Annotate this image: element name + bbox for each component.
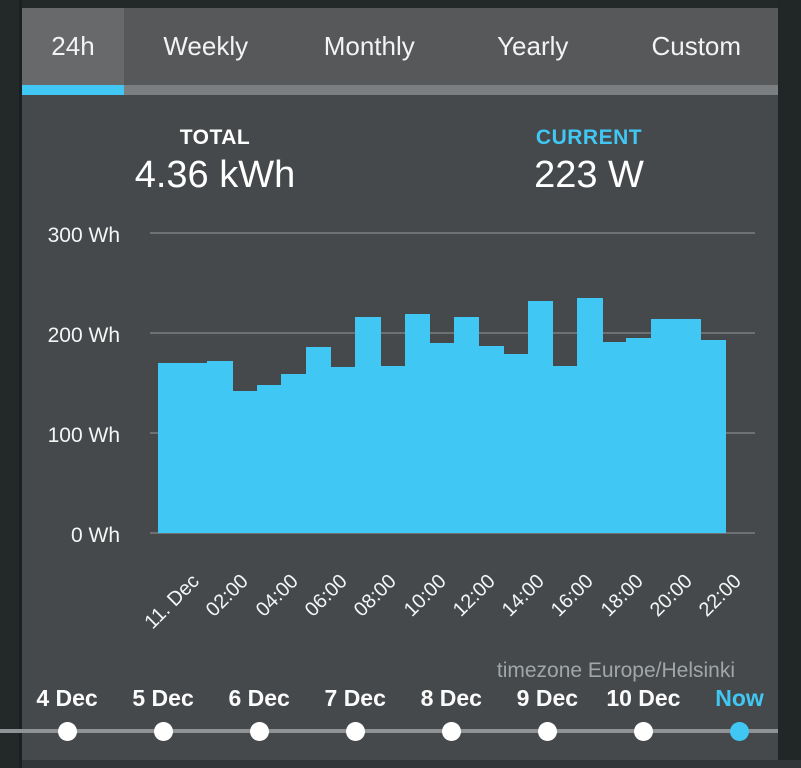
tab-monthly[interactable]: Monthly <box>323 31 415 61</box>
date-item-5-dec[interactable]: 5 Dec <box>132 685 194 711</box>
timeline-track[interactable] <box>0 729 778 733</box>
date-dot-5-dec[interactable] <box>153 722 173 741</box>
chart-bar-0700[interactable] <box>330 367 356 533</box>
bottom-margin <box>22 760 801 768</box>
timezone-note: timezone Europe/Helsinki <box>496 659 735 682</box>
tab-yearly[interactable]: Yearly <box>497 31 569 61</box>
date-item-7-dec[interactable]: 7 Dec <box>324 685 386 711</box>
date-dot-7-dec[interactable] <box>345 722 365 741</box>
date-dot-10-dec[interactable] <box>633 722 653 741</box>
chart-bar-2200[interactable] <box>700 340 726 533</box>
y-axis-label: 100 Wh <box>47 424 120 447</box>
chart-bar-0500[interactable] <box>281 374 307 533</box>
chart-bar-0000[interactable] <box>158 363 184 533</box>
tab-24h[interactable]: 24h <box>22 8 124 85</box>
chart-bar-1700[interactable] <box>577 298 603 533</box>
chart-bar-2100[interactable] <box>675 319 702 533</box>
chart-bar-0200[interactable] <box>207 361 233 533</box>
total-label: TOTAL <box>179 126 251 149</box>
top-margin <box>22 0 778 8</box>
chart-bar-1100[interactable] <box>429 343 455 533</box>
panel-edge-line <box>19 0 22 768</box>
chart-bar-0300[interactable] <box>231 391 258 533</box>
date-item-8-dec[interactable]: 8 Dec <box>420 685 482 711</box>
date-item-10-dec[interactable]: 10 Dec <box>606 685 681 711</box>
chart-bar-1600[interactable] <box>552 366 578 533</box>
gridline-0wh <box>150 532 755 534</box>
gridline-300wh <box>150 232 755 234</box>
date-dot-6-dec[interactable] <box>249 722 269 741</box>
chart-bar-1800[interactable] <box>601 342 628 533</box>
date-item-9-dec[interactable]: 9 Dec <box>516 685 579 711</box>
left-margin <box>0 0 22 768</box>
chart-bar-1400[interactable] <box>503 354 529 533</box>
chart-bar-2000[interactable] <box>651 319 677 533</box>
chart-bar-1200[interactable] <box>453 317 480 533</box>
tab-weekly[interactable]: Weekly <box>163 31 249 61</box>
y-axis-label: 0 Wh <box>70 524 120 547</box>
gridline-200wh <box>150 332 755 334</box>
date-dot-9-dec[interactable] <box>537 722 557 741</box>
date-item-6-dec[interactable]: 6 Dec <box>228 685 290 711</box>
chart-bar-1000[interactable] <box>404 314 430 533</box>
current-label: CURRENT <box>535 126 643 149</box>
tab-indicator-track <box>124 85 778 95</box>
date-dot-4-dec[interactable] <box>57 722 77 741</box>
chart-bar-1900[interactable] <box>626 338 652 533</box>
chart-bar-0900[interactable] <box>379 366 406 533</box>
chart-bar-0100[interactable] <box>182 363 209 533</box>
period-tab-bar: 24h Weekly Monthly Yearly Custom <box>22 8 778 85</box>
tab-custom[interactable]: Custom <box>651 31 742 61</box>
date-item-4-dec[interactable]: 4 Dec <box>36 685 98 711</box>
chart-bar-1300[interactable] <box>478 346 504 533</box>
chart-bar-0400[interactable] <box>256 385 283 533</box>
chart-bar-1500[interactable] <box>527 301 554 533</box>
y-axis-label: 200 Wh <box>47 324 120 347</box>
chart-bar-0600[interactable] <box>305 347 332 533</box>
active-tab-indicator <box>22 85 124 95</box>
date-item-now[interactable]: Now <box>715 685 764 711</box>
date-dot-8-dec[interactable] <box>441 722 461 741</box>
chart-bar-0800[interactable] <box>355 317 381 533</box>
total-value: 4.36 kWh <box>134 154 296 196</box>
current-value: 223 W <box>534 154 644 196</box>
y-axis-label: 300 Wh <box>47 224 120 247</box>
tab-indicator-row <box>22 85 778 95</box>
date-dot-now[interactable] <box>729 722 749 741</box>
